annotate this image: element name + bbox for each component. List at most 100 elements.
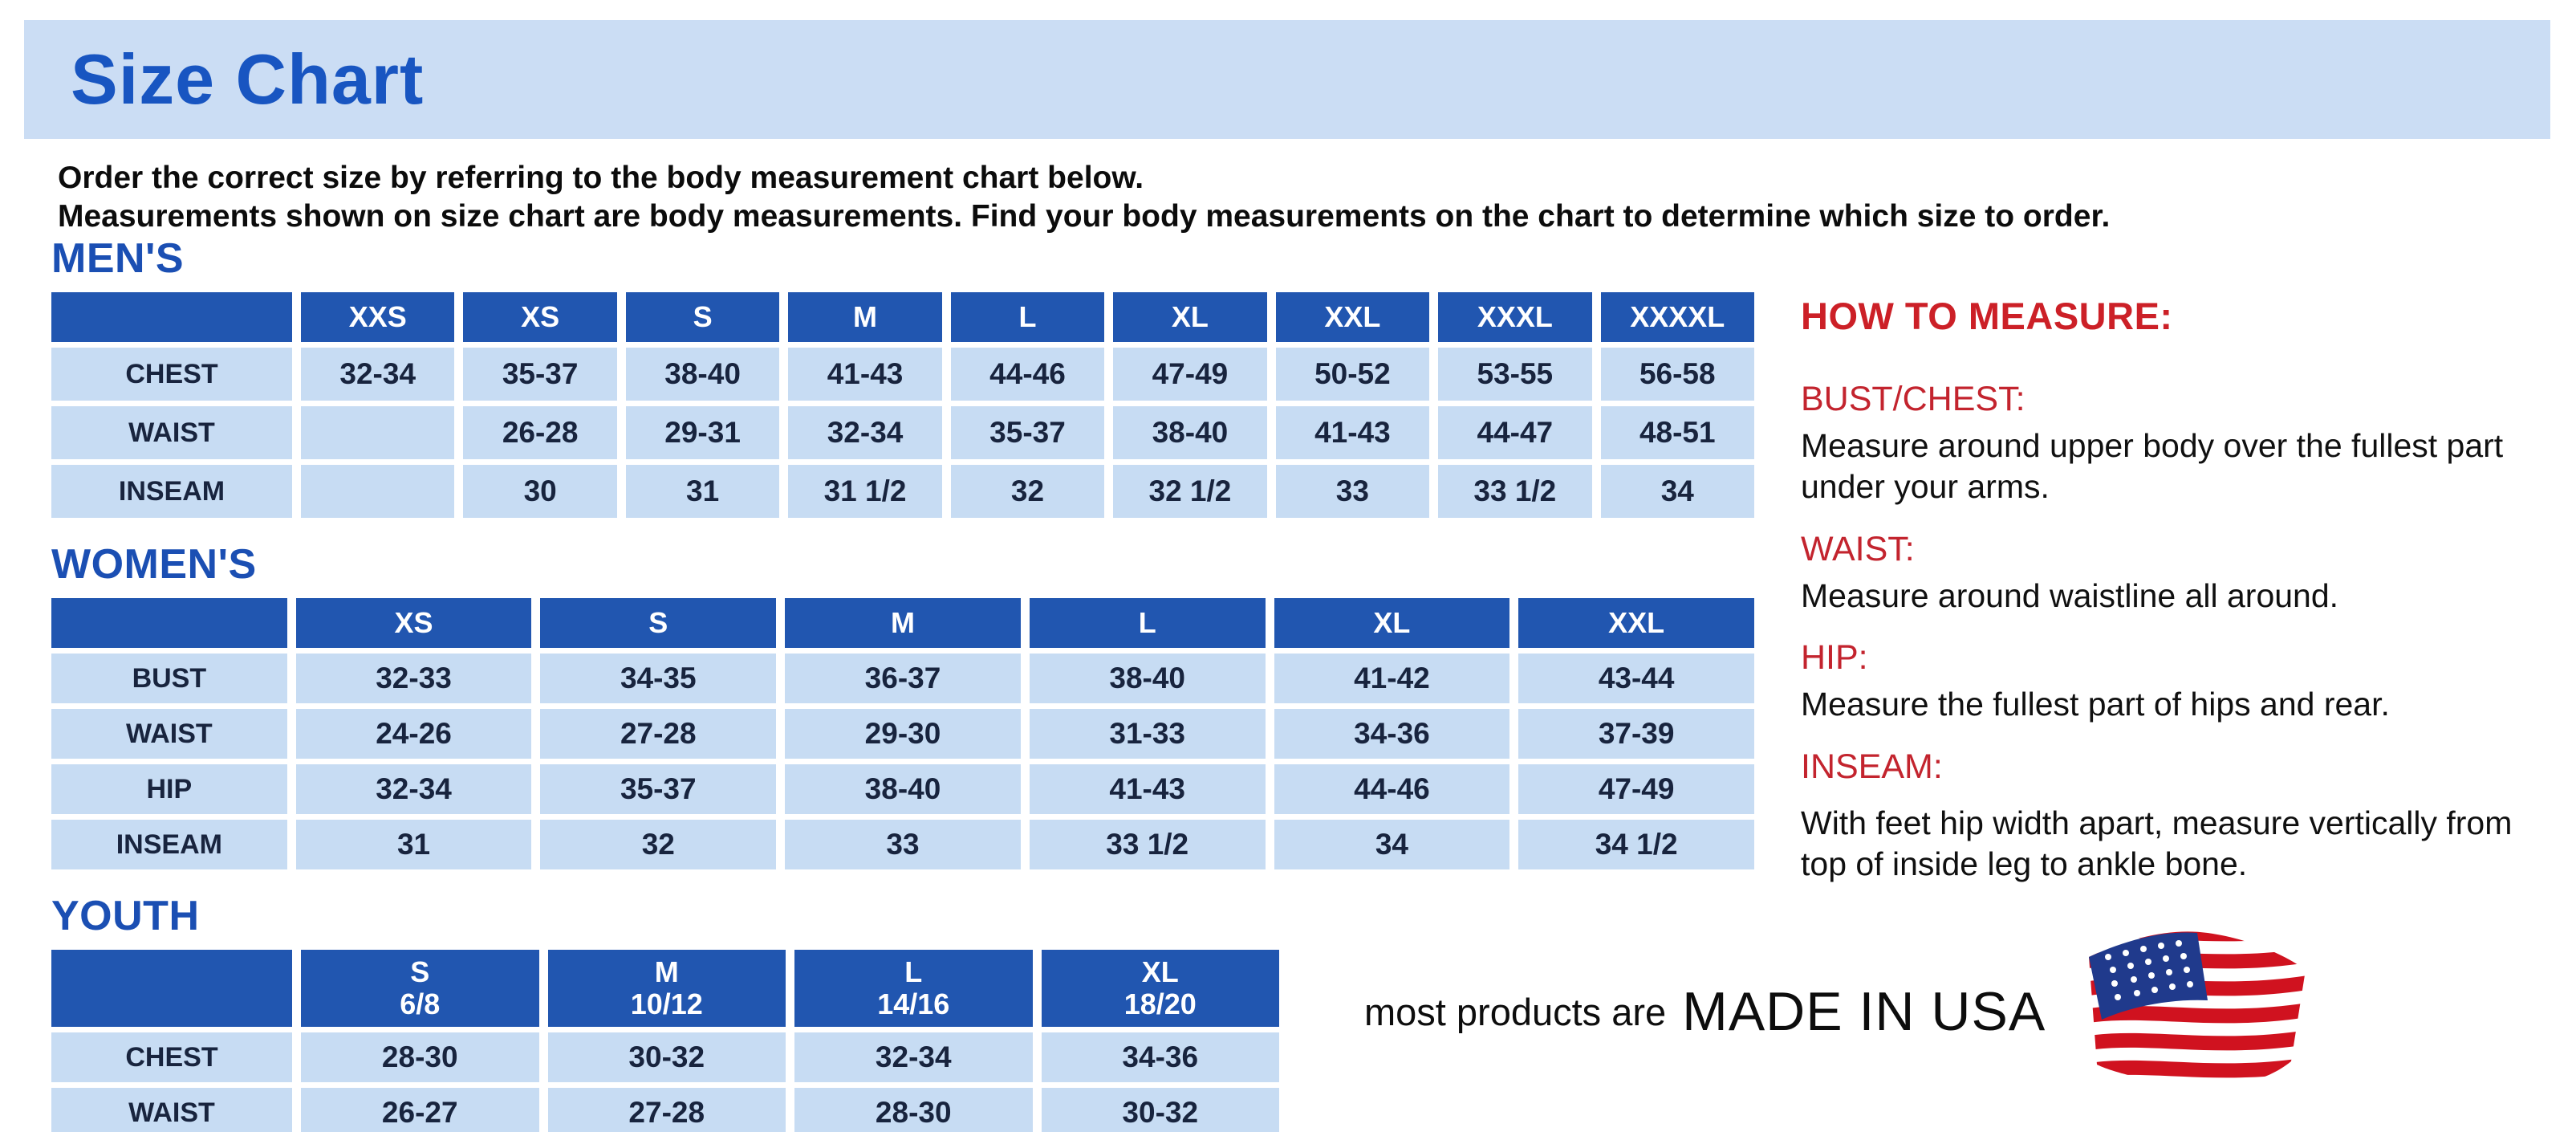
size-value-cell: 41-43	[1029, 764, 1266, 814]
column-header-cell: XXL	[1275, 292, 1430, 342]
column-header-cell: XL	[1274, 598, 1510, 648]
measure-section-inseam: INSEAM: With feet hip width apart, measu…	[1801, 747, 2563, 885]
mens-section-heading: MEN'S	[51, 235, 185, 282]
size-value-cell: 27-28	[547, 1088, 786, 1132]
table-corner-cell	[51, 950, 292, 1027]
size-value-cell: 34 1/2	[1518, 820, 1754, 869]
column-header-cell: XL 18/20	[1041, 950, 1279, 1027]
size-value-cell: 34-36	[1274, 709, 1510, 759]
made-in-usa-text: MADE IN USA	[1682, 981, 2046, 1042]
column-header-cell: L 14/16	[794, 950, 1033, 1027]
size-value-cell: 29-31	[625, 406, 780, 459]
column-header-cell: L	[950, 292, 1105, 342]
size-value-cell: 47-49	[1518, 764, 1754, 814]
row-label-cell: CHEST	[51, 1032, 292, 1082]
size-value-cell: 33 1/2	[1029, 820, 1266, 869]
size-value-cell: 32-34	[788, 406, 942, 459]
column-header-cell: M	[788, 292, 942, 342]
size-value-cell: 26-28	[463, 406, 617, 459]
size-value-cell: 30-32	[1041, 1088, 1279, 1132]
row-label-cell: INSEAM	[51, 465, 292, 518]
womens-size-table: XS S M L XL XXL BUST 32-33 34-35 36-37 38-40 41-42 4…	[51, 598, 1754, 869]
size-value-cell: 36-37	[785, 654, 1021, 703]
measure-label: WAIST:	[1801, 529, 1915, 568]
size-value-cell: 38-40	[1029, 654, 1266, 703]
size-value-cell: 29-30	[785, 709, 1021, 759]
youth-section-heading: YOUTH	[51, 893, 200, 939]
column-header-cell: XXL	[1518, 598, 1754, 648]
measure-text: Measure the fullest part of hips and rea…	[1801, 686, 2390, 723]
size-value-cell: 38-40	[625, 348, 780, 401]
size-value-cell: 34-36	[1041, 1032, 1279, 1082]
size-value-cell: 32	[950, 465, 1105, 518]
column-header-cell: XS	[295, 598, 532, 648]
intro-text: Order the correct size by referring to t…	[58, 159, 2110, 235]
size-value-cell: 44-46	[950, 348, 1105, 401]
size-value-cell: 47-49	[1113, 348, 1267, 401]
size-value-cell: 37-39	[1518, 709, 1754, 759]
measure-label: INSEAM:	[1801, 747, 1943, 787]
title-band: Size Chart	[24, 20, 2550, 139]
size-value-cell: 48-51	[1600, 406, 1754, 459]
size-value-cell: 34	[1600, 465, 1754, 518]
intro-line-2: Measurements shown on size chart are bod…	[58, 198, 2111, 234]
youth-size-table: S 6/8 M 10/12 L 14/16 XL 18/20 CHEST 28-30 30-32 32…	[51, 950, 1279, 1132]
column-header-cell: XL	[1113, 292, 1267, 342]
size-value-cell	[301, 406, 455, 459]
column-header-cell: S 6/8	[301, 950, 539, 1027]
size-value-cell: 30	[463, 465, 617, 518]
how-to-measure-heading: HOW TO MEASURE:	[1801, 295, 2173, 337]
size-value-cell: 31 1/2	[788, 465, 942, 518]
row-label-cell: BUST	[51, 654, 287, 703]
size-value-cell: 33	[785, 820, 1021, 869]
size-value-cell: 41-42	[1274, 654, 1510, 703]
how-to-measure-column: HOW TO MEASURE: BUST/CHEST: Measure arou…	[1801, 294, 2563, 907]
row-label-cell: HIP	[51, 764, 287, 814]
size-value-cell: 53-55	[1438, 348, 1592, 401]
table-corner-cell	[51, 598, 287, 648]
page-title: Size Chart	[71, 39, 425, 119]
size-value-cell: 32-34	[301, 348, 455, 401]
measure-text: Measure around waistline all around.	[1801, 576, 2339, 614]
us-flag-icon	[2073, 923, 2314, 1100]
size-value-cell: 26-27	[301, 1088, 539, 1132]
size-value-cell: 50-52	[1275, 348, 1430, 401]
measure-text: Measure around upper body over the fulle…	[1801, 427, 2504, 505]
size-value-cell: 32 1/2	[1113, 465, 1267, 518]
measure-text: With feet hip width apart, measure verti…	[1801, 804, 2513, 883]
column-header-cell: M	[785, 598, 1021, 648]
column-header-cell: XXXXL	[1600, 292, 1754, 342]
size-value-cell: 31	[625, 465, 780, 518]
size-value-cell: 33	[1275, 465, 1430, 518]
size-value-cell: 32-34	[295, 764, 532, 814]
size-value-cell: 44-46	[1274, 764, 1510, 814]
size-value-cell: 27-28	[540, 709, 777, 759]
row-label-cell: INSEAM	[51, 820, 287, 869]
size-value-cell: 31-33	[1029, 709, 1266, 759]
size-value-cell: 34-35	[540, 654, 777, 703]
made-in-usa-prefix: most products are	[1364, 990, 1667, 1033]
size-value-cell: 24-26	[295, 709, 532, 759]
size-value-cell: 32-33	[295, 654, 532, 703]
size-value-cell	[301, 465, 455, 518]
size-value-cell: 35-37	[540, 764, 777, 814]
size-value-cell: 34	[1274, 820, 1510, 869]
row-label-cell: WAIST	[51, 709, 287, 759]
measure-section-waist: WAIST: Measure around waistline all arou…	[1801, 530, 2563, 617]
womens-section-heading: WOMEN'S	[51, 541, 257, 588]
measure-label: HIP:	[1801, 638, 1868, 678]
size-value-cell: 38-40	[785, 764, 1021, 814]
size-value-cell: 43-44	[1518, 654, 1754, 703]
size-value-cell: 56-58	[1600, 348, 1754, 401]
intro-line-1: Order the correct size by referring to t…	[58, 161, 1144, 195]
size-value-cell: 31	[295, 820, 532, 869]
row-label-cell: CHEST	[51, 348, 292, 401]
size-value-cell: 35-37	[463, 348, 617, 401]
row-label-cell: WAIST	[51, 1088, 292, 1132]
column-header-cell: S	[540, 598, 777, 648]
size-value-cell: 28-30	[794, 1088, 1033, 1132]
measure-section-hip: HIP: Measure the fullest part of hips an…	[1801, 638, 2563, 725]
column-header-cell: M 10/12	[547, 950, 786, 1027]
measure-label: BUST/CHEST:	[1801, 380, 2025, 418]
